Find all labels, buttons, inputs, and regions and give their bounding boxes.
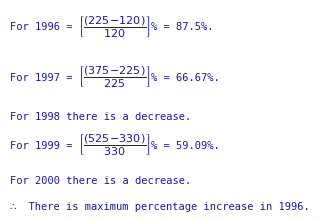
Text: For 1998 there is a decrease.: For 1998 there is a decrease.: [10, 112, 191, 122]
Text: % = 66.67%.: % = 66.67%.: [151, 73, 220, 83]
Text: % = 59.09%.: % = 59.09%.: [151, 141, 220, 151]
Text: $\left[\dfrac{\mathrm{(525 \!-\! 330)}}{\mathrm{330}}\right]$: $\left[\dfrac{\mathrm{(525 \!-\! 330)}}{…: [78, 133, 151, 158]
Text: For 1999 =: For 1999 =: [10, 141, 78, 151]
Text: ∴: ∴: [10, 202, 16, 212]
Text: For 1997 =: For 1997 =: [10, 73, 78, 83]
Text: $\left[\dfrac{\mathrm{(375 \!-\! 225)}}{\mathrm{225}}\right]$: $\left[\dfrac{\mathrm{(375 \!-\! 225)}}{…: [78, 65, 151, 90]
Text: % = 87.5%.: % = 87.5%.: [151, 22, 214, 32]
Text: $\left[\dfrac{\mathrm{(225 \!-\! 120)}}{\mathrm{120}}\right]$: $\left[\dfrac{\mathrm{(225 \!-\! 120)}}{…: [78, 15, 151, 40]
Text: For 1996 =: For 1996 =: [10, 22, 78, 32]
Text: There is maximum percentage increase in 1996.: There is maximum percentage increase in …: [16, 202, 310, 212]
Text: For 2000 there is a decrease.: For 2000 there is a decrease.: [10, 176, 191, 186]
